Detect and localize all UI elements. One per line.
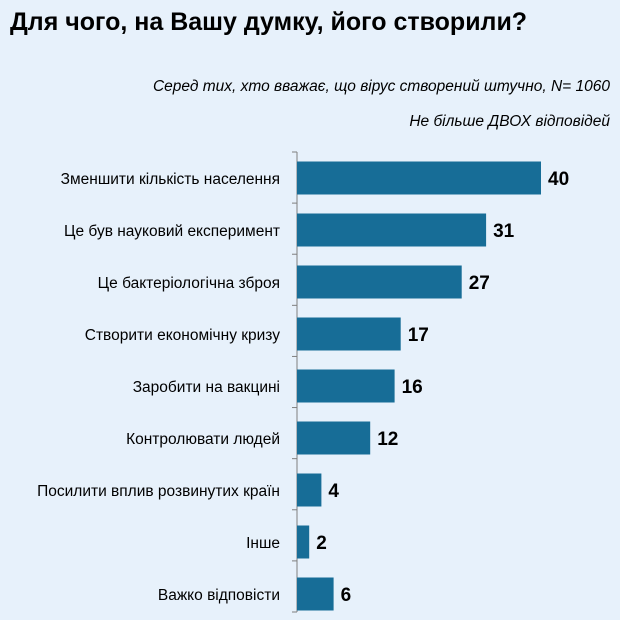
sample-note: Серед тих, хто вважає, що вірус створени… bbox=[152, 78, 610, 95]
value-label: 12 bbox=[377, 429, 398, 450]
value-label: 27 bbox=[469, 273, 490, 294]
bar bbox=[297, 421, 371, 455]
bar bbox=[297, 473, 322, 507]
category-label: Важко відповісти bbox=[158, 587, 280, 604]
bar bbox=[297, 369, 395, 403]
category-label: Контролювати людей bbox=[126, 431, 280, 448]
value-label: 4 bbox=[328, 481, 339, 502]
value-label: 16 bbox=[402, 377, 423, 398]
category-label: Це був науковий експеримент bbox=[64, 223, 280, 240]
bar bbox=[297, 525, 310, 559]
category-label: Інше bbox=[246, 535, 280, 552]
category-label: Створити економічну кризу bbox=[85, 327, 280, 344]
value-label: 31 bbox=[493, 221, 515, 242]
bar bbox=[297, 577, 334, 611]
category-label: Зменшити кількість населення bbox=[61, 171, 280, 188]
bar bbox=[297, 213, 487, 247]
value-label: 6 bbox=[341, 585, 352, 606]
category-label: Заробити на вакцині bbox=[133, 379, 280, 396]
category-label: Це бактеріологічна зброя bbox=[98, 275, 280, 292]
bar bbox=[297, 317, 401, 351]
value-label: 17 bbox=[408, 325, 429, 346]
answer-limit-note: Не більше ДВОХ відповідей bbox=[409, 113, 610, 130]
bar bbox=[297, 265, 462, 299]
bar bbox=[297, 161, 541, 195]
value-label: 40 bbox=[548, 169, 569, 190]
category-label: Посилити вплив розвинутих країн bbox=[37, 483, 280, 500]
chart-title: Для чого, на Вашу думку, його створили? bbox=[10, 8, 528, 36]
value-label: 2 bbox=[316, 533, 327, 554]
